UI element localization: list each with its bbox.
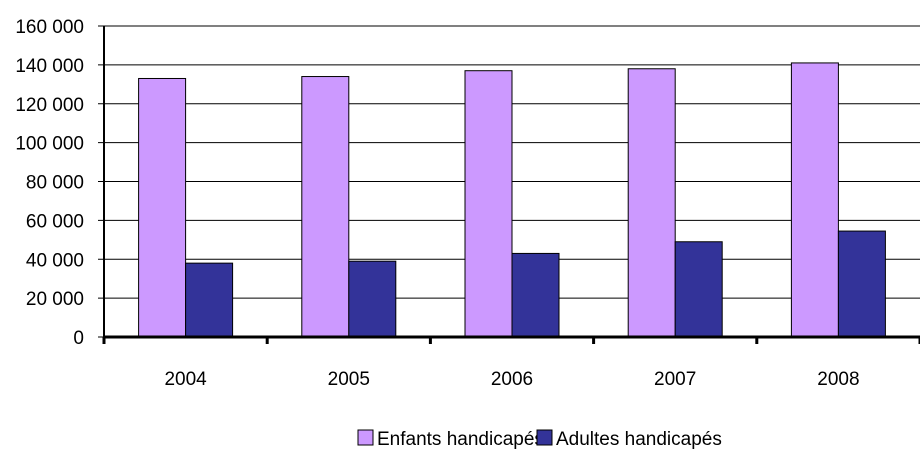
y-tick-label: 0 [73, 328, 84, 349]
y-tick-label: 100 000 [15, 134, 84, 155]
y-tick-label: 40 000 [26, 250, 84, 271]
bar-enfants-2007 [627, 68, 676, 338]
bar-enfants-2005 [301, 76, 350, 338]
y-tick-label: 140 000 [15, 56, 84, 77]
y-axis-tick-labels: 0 20 000 40 000 60 000 80 000 100 000 120 000 1… [15, 17, 84, 349]
bar-enfants-2004 [138, 77, 187, 338]
bar-enfants-2008 [790, 62, 839, 338]
legend-swatch-adultes [536, 429, 553, 446]
x-tick-label: 2005 [328, 369, 370, 390]
x-axis-tick-labels: 2004 2005 2006 2007 2008 [164, 369, 859, 390]
legend-label-adultes: Adultes handicapés [556, 429, 722, 450]
bar-adultes-2004 [185, 262, 234, 338]
legend-label-enfants: Enfants handicapés [377, 429, 544, 450]
y-tick-label: 80 000 [26, 173, 84, 194]
axes [102, 26, 920, 344]
bars [138, 62, 886, 338]
y-tick-label: 60 000 [26, 211, 84, 232]
bar-adultes-2008 [837, 230, 886, 338]
legend-swatch-enfants [357, 429, 374, 446]
bar-adultes-2005 [348, 260, 397, 338]
x-tick-label: 2008 [817, 369, 859, 390]
bar-adultes-2006 [511, 252, 560, 338]
y-tick-label: 160 000 [15, 17, 84, 38]
x-tick-label: 2006 [491, 369, 533, 390]
y-tick-label: 20 000 [26, 289, 84, 310]
legend: Enfants handicapés Adultes handicapés [357, 429, 722, 450]
bar-enfants-2006 [464, 70, 513, 338]
y-tick-label: 120 000 [15, 95, 84, 116]
bar-adultes-2007 [674, 241, 723, 338]
x-tick-label: 2007 [654, 369, 696, 390]
x-tick-label: 2004 [164, 369, 207, 390]
